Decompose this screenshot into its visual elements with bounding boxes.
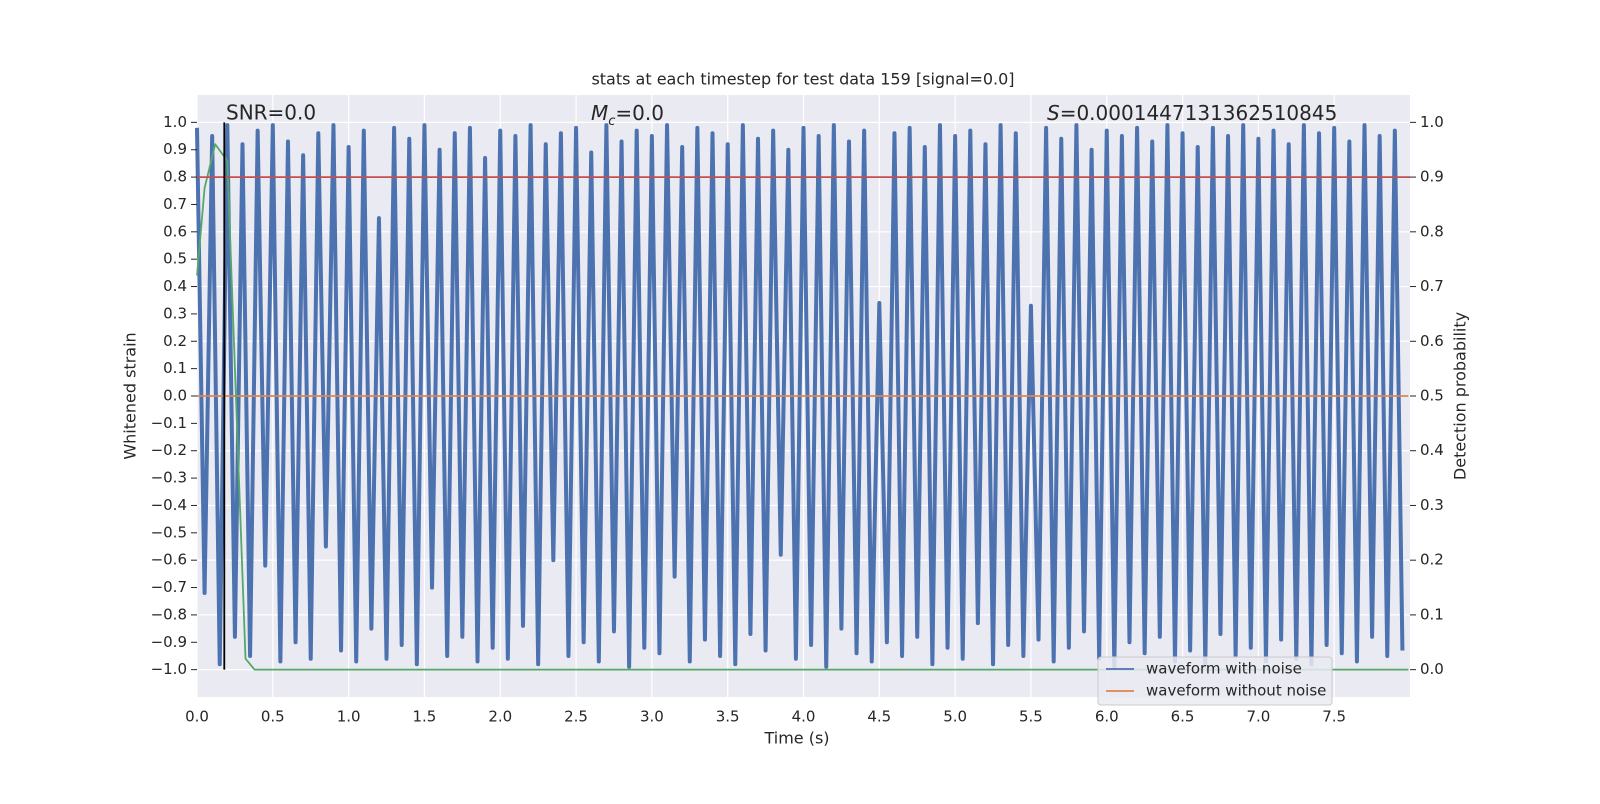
x-tick-label: 4.5 [867,708,891,726]
y-tick-label: 1.0 [163,113,187,131]
y-tick-label: −0.4 [151,496,187,514]
y2-tick-label: 0.7 [1420,277,1444,295]
x-tick-label: 6.0 [1095,708,1119,726]
y-tick-label: 0.2 [163,332,187,350]
legend-label: waveform with noise [1146,660,1302,678]
y-tick-label: 0.3 [163,304,187,322]
y2-axis-label: Detection probability [1451,312,1470,480]
y2-tick-label: 0.0 [1420,660,1444,678]
y2-tick-label: 0.1 [1420,605,1444,623]
y2-tick-label: 1.0 [1420,113,1444,131]
y2-tick-label: 0.9 [1420,168,1444,186]
y-tick-label: −0.7 [151,578,187,596]
legend: waveform with noise waveform without nois… [1097,656,1333,706]
legend-label: waveform without noise [1146,682,1326,700]
y-tick-label: 0.6 [163,222,187,240]
x-axis-label: Time (s) [763,729,829,748]
x-tick-label: 6.5 [1171,708,1195,726]
y-tick-label: 0.7 [163,195,187,213]
annotation: S=0.0001447131362510845 [1047,101,1337,125]
x-tick-label: 7.0 [1246,708,1270,726]
y-tick-label: 0.4 [163,277,187,295]
marks [195,122,1410,671]
x-tick-label: 2.0 [488,708,512,726]
y-tick-label: 0.9 [163,140,187,158]
y-tick-label: −0.3 [151,469,187,487]
annotation-symbol: S [1047,101,1060,125]
x-tick-label: 0.5 [261,708,285,726]
y2-tick-label: 0.4 [1420,441,1444,459]
x-tick-label: 2.5 [564,708,588,726]
x-tick-label: 7.5 [1322,708,1346,726]
y-tick-label: −1.0 [151,660,187,678]
y2-tick-label: 0.3 [1420,496,1444,514]
x-tick-label: 3.5 [716,708,740,726]
annotation-text: =0.0001447131362510845 [1060,101,1338,125]
x-tick-label: 3.0 [640,708,664,726]
x-tick-label: 1.5 [413,708,437,726]
y2-tick-label: 0.6 [1420,332,1444,350]
legend-box [1097,656,1333,706]
annotation-subscript: c [608,114,615,129]
y2-tick-label: 0.8 [1420,222,1444,240]
y-axis-label: Whitened strain [121,332,140,459]
y-tick-label: 0.5 [163,250,187,268]
series-line [196,143,1409,671]
x-tick-label: 1.0 [337,708,361,726]
y-tick-label: −0.2 [151,441,187,459]
y-tick-label: −0.9 [151,633,187,651]
series-line [195,123,1405,669]
y-tick-label: −0.5 [151,523,187,541]
y-tick-label: 0.8 [163,168,187,186]
y2-tick-label: 0.2 [1420,551,1444,569]
y-tick-label: −0.6 [151,551,187,569]
annotation: Mc=0.0 [591,101,664,130]
annotation: SNR=0.0 [226,101,316,125]
x-tick-label: 4.0 [792,708,816,726]
y-tick-label: −0.8 [151,605,187,623]
y-tick-label: 0.0 [163,387,187,405]
x-tick-label: 0.0 [185,708,209,726]
annotation-symbol: M [591,101,608,125]
y-tick-label: 0.1 [163,359,187,377]
annotation-text: =0.0 [615,101,664,125]
y2-tick-label: 0.5 [1420,387,1444,405]
y-tick-label: −0.1 [151,414,187,432]
x-tick-label: 5.5 [1019,708,1043,726]
x-tick-label: 5.0 [943,708,967,726]
chart-title: stats at each timestep for test data 159… [591,70,1014,89]
